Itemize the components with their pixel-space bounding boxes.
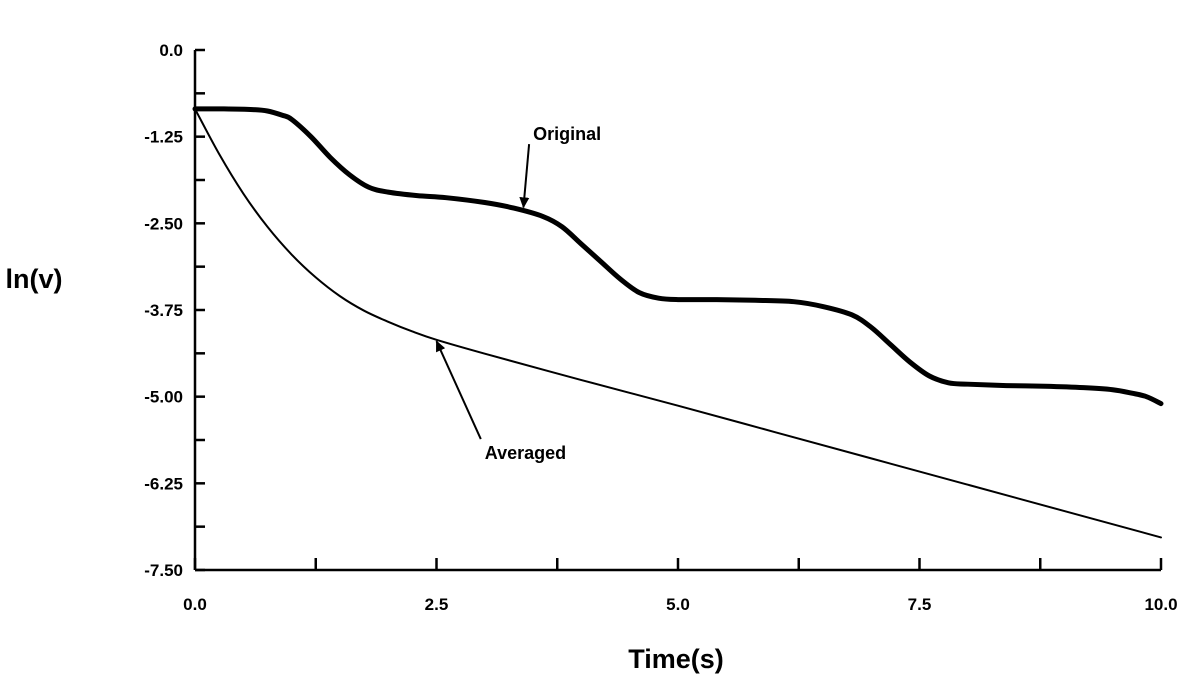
annotation-label-averaged: Averaged [485, 443, 566, 463]
y-axis-label: ln(v) [6, 264, 63, 294]
x-tick-label: 5.0 [666, 595, 690, 614]
y-tick-label: -1.25 [144, 128, 183, 147]
x-tick-label: 0.0 [183, 595, 207, 614]
y-tick-label: -7.50 [144, 561, 183, 580]
annotation-label-original: Original [533, 124, 601, 144]
annotation-group: Original Averaged [435, 124, 601, 463]
y-axis: 0.0 -1.25 -2.50 -3.75 -5.00 -6.25 -7.50 [144, 41, 205, 580]
annotation-arrow-averaged [435, 340, 482, 440]
series-line-averaged [194, 107, 1162, 539]
y-tick-label: 0.0 [159, 41, 183, 60]
x-axis-label: Time(s) [628, 644, 724, 674]
y-tick-label: -3.75 [144, 301, 183, 320]
x-tick-label: 2.5 [425, 595, 449, 614]
y-tick-label: -5.00 [144, 388, 183, 407]
series-line-original [192, 106, 1164, 407]
y-tick-label: -2.50 [144, 214, 183, 233]
x-tick-label: 7.5 [908, 595, 932, 614]
annotation-arrow-original [519, 144, 531, 209]
y-tick-label: -6.25 [144, 474, 183, 493]
x-tick-label: 10.0 [1144, 595, 1177, 614]
x-axis: 0.0 2.5 5.0 7.5 10.0 [183, 558, 1178, 614]
series-group [192, 106, 1164, 539]
